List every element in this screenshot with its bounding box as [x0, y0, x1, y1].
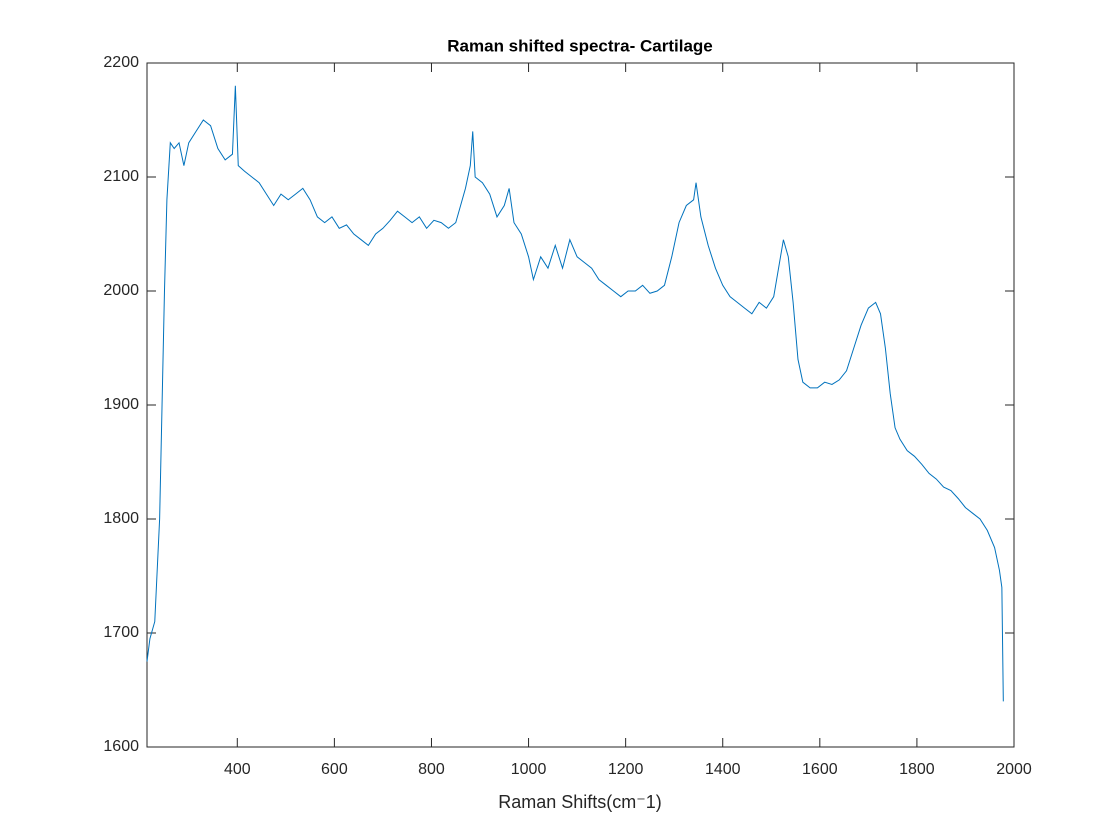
x-tick-label: 1600	[802, 761, 838, 778]
y-tick-label: 2100	[103, 168, 139, 185]
x-tick-label: 2000	[996, 761, 1032, 778]
spectrum-line	[146, 85, 1004, 702]
y-tick-label: 2000	[103, 282, 139, 299]
x-axis-label: Raman Shifts(cm⁻1)	[498, 792, 662, 812]
y-tick-label: 1800	[103, 510, 139, 527]
x-tick-label: 1200	[608, 761, 644, 778]
x-tick-label: 1400	[705, 761, 741, 778]
x-tick-label: 1000	[511, 761, 547, 778]
y-tick-label: 2200	[103, 54, 139, 71]
x-tick-label: 800	[418, 761, 445, 778]
y-tick-label: 1900	[103, 396, 139, 413]
y-tick-label: 1700	[103, 624, 139, 641]
chart-title: Raman shifted spectra- Cartilage	[447, 36, 712, 55]
y-tick-label: 1600	[103, 738, 139, 755]
x-tick-label: 1800	[899, 761, 935, 778]
x-tick-label: 400	[224, 761, 251, 778]
x-tick-label: 600	[321, 761, 348, 778]
